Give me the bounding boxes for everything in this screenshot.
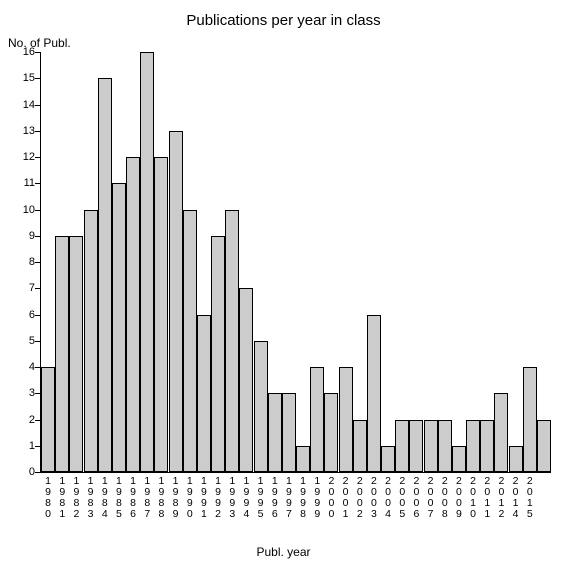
bar: [523, 367, 537, 472]
y-tick-label: 14: [13, 99, 35, 111]
x-tick-label: 1 9 8 4: [102, 476, 108, 520]
x-tick-label: 2 0 1 5: [527, 476, 533, 520]
x-tick-label: 2 0 0 5: [399, 476, 405, 520]
y-tick-label: 4: [13, 361, 35, 373]
x-tick-label: 1 9 9 9: [314, 476, 320, 520]
x-tick-label: 1 9 8 2: [73, 476, 79, 520]
bar: [41, 367, 55, 472]
y-tick-label: 7: [13, 282, 35, 294]
bar: [296, 446, 310, 472]
bar: [254, 341, 268, 472]
bar: [197, 315, 211, 473]
y-tick-label: 9: [13, 230, 35, 242]
x-tick-label: 1 9 8 1: [59, 476, 65, 520]
bar: [268, 393, 282, 472]
x-tick-label: 2 0 0 7: [428, 476, 434, 520]
bar: [466, 420, 480, 473]
x-tick-label: 1 9 8 9: [173, 476, 179, 520]
x-tick-label: 2 0 0 2: [357, 476, 363, 520]
bar: [452, 446, 466, 472]
bar: [324, 393, 338, 472]
bar: [494, 393, 508, 472]
y-tick-label: 11: [13, 177, 35, 189]
x-tick-label: 2 0 1 0: [470, 476, 476, 520]
x-tick-label: 1 9 9 0: [187, 476, 193, 520]
bar: [239, 288, 253, 472]
x-tick-label: 1 9 9 3: [229, 476, 235, 520]
y-tick-label: 16: [13, 46, 35, 58]
bar: [211, 236, 225, 472]
bar: [353, 420, 367, 473]
plot-area: 012345678910111213141516 1 9 8 01 9 8 11…: [40, 52, 551, 473]
bar: [169, 131, 183, 472]
x-tick-label: 2 0 0 9: [456, 476, 462, 520]
y-tick-label: 12: [13, 151, 35, 163]
x-tick-label: 2 0 0 6: [413, 476, 419, 520]
y-tick-label: 13: [13, 125, 35, 137]
x-tick-label: 1 9 9 2: [215, 476, 221, 520]
x-tick-label: 2 0 0 0: [328, 476, 334, 520]
x-tick-label: 1 9 9 6: [272, 476, 278, 520]
y-tick-label: 5: [13, 335, 35, 347]
bar: [112, 183, 126, 472]
bar: [339, 367, 353, 472]
bar: [55, 236, 69, 472]
bar: [381, 446, 395, 472]
publications-bar-chart: Publications per year in class No. of Pu…: [0, 0, 567, 567]
x-tick-label: 1 9 9 1: [201, 476, 207, 520]
bar: [154, 157, 168, 472]
y-tick-label: 1: [13, 440, 35, 452]
bar: [69, 236, 83, 472]
bar: [183, 210, 197, 473]
y-tick-label: 15: [13, 72, 35, 84]
x-tick-label: 1 9 8 8: [158, 476, 164, 520]
bar: [225, 210, 239, 473]
x-tick-label: 1 9 9 7: [286, 476, 292, 520]
x-tick-label: 1 9 8 3: [88, 476, 94, 520]
y-tick-label: 0: [13, 466, 35, 478]
y-tick-label: 8: [13, 256, 35, 268]
x-tick-label: 1 9 9 4: [243, 476, 249, 520]
y-tick-label: 6: [13, 309, 35, 321]
bar: [509, 446, 523, 472]
x-tick-label: 1 9 8 0: [45, 476, 51, 520]
x-tick-label: 2 0 0 1: [343, 476, 349, 520]
bar-series: [41, 52, 551, 472]
bar: [537, 420, 551, 473]
bar: [367, 315, 381, 473]
bar: [409, 420, 423, 473]
y-tick: [35, 472, 41, 473]
bar: [84, 210, 98, 473]
x-tick-label: 2 0 1 1: [484, 476, 490, 520]
bar: [126, 157, 140, 472]
bar: [480, 420, 494, 473]
x-tick-label: 1 9 8 5: [116, 476, 122, 520]
x-tick-label: 2 0 0 4: [385, 476, 391, 520]
x-tick-label: 2 0 1 2: [498, 476, 504, 520]
x-axis-label: Publ. year: [0, 545, 567, 559]
y-tick-label: 10: [13, 204, 35, 216]
bar: [282, 393, 296, 472]
bar: [424, 420, 438, 473]
x-tick-label: 2 0 0 8: [442, 476, 448, 520]
bar: [310, 367, 324, 472]
bar: [438, 420, 452, 473]
y-tick-label: 3: [13, 387, 35, 399]
x-tick-label: 1 9 9 8: [300, 476, 306, 520]
y-tick-label: 2: [13, 414, 35, 426]
chart-title: Publications per year in class: [0, 12, 567, 29]
bar: [395, 420, 409, 473]
x-tick-label: 2 0 0 3: [371, 476, 377, 520]
bar: [140, 52, 154, 472]
x-tick-label: 1 9 8 6: [130, 476, 136, 520]
x-tick-label: 2 0 1 4: [513, 476, 519, 520]
bar: [98, 78, 112, 472]
x-tick-label: 1 9 8 7: [144, 476, 150, 520]
x-tick-label: 1 9 9 5: [258, 476, 264, 520]
